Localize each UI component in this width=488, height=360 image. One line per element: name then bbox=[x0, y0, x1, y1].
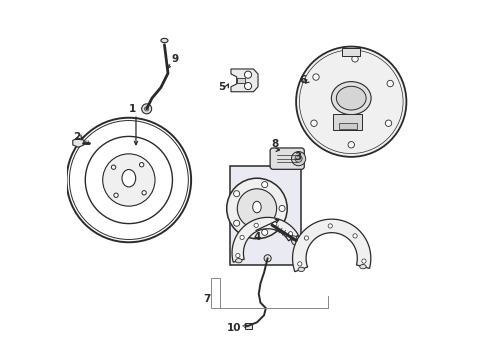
Text: 3: 3 bbox=[294, 152, 301, 162]
Circle shape bbox=[102, 154, 155, 206]
Text: 5: 5 bbox=[217, 82, 224, 93]
Circle shape bbox=[237, 189, 276, 228]
Circle shape bbox=[351, 56, 358, 62]
Ellipse shape bbox=[252, 201, 261, 213]
Circle shape bbox=[288, 231, 292, 236]
Circle shape bbox=[352, 234, 356, 238]
Circle shape bbox=[244, 82, 251, 90]
Text: 6: 6 bbox=[299, 75, 306, 85]
Polygon shape bbox=[232, 217, 298, 262]
Text: 1: 1 bbox=[128, 104, 136, 114]
Bar bbox=[210, 278, 219, 308]
Circle shape bbox=[142, 191, 146, 195]
Bar bbox=[342, 48, 359, 57]
Circle shape bbox=[297, 262, 301, 266]
Polygon shape bbox=[73, 138, 84, 147]
Text: 8: 8 bbox=[270, 139, 278, 149]
Circle shape bbox=[144, 107, 148, 111]
Circle shape bbox=[261, 229, 267, 235]
Circle shape bbox=[264, 255, 271, 262]
Polygon shape bbox=[230, 69, 258, 92]
FancyBboxPatch shape bbox=[230, 166, 301, 265]
Circle shape bbox=[233, 220, 239, 226]
Ellipse shape bbox=[122, 170, 136, 187]
Circle shape bbox=[233, 191, 239, 197]
Bar bbox=[237, 77, 244, 83]
Circle shape bbox=[226, 178, 286, 239]
Ellipse shape bbox=[161, 39, 168, 42]
Circle shape bbox=[327, 224, 332, 228]
Circle shape bbox=[114, 193, 118, 197]
Circle shape bbox=[235, 253, 240, 258]
Circle shape bbox=[385, 120, 391, 126]
Bar bbox=[338, 123, 356, 130]
Circle shape bbox=[291, 152, 305, 166]
Circle shape bbox=[254, 223, 258, 228]
Circle shape bbox=[347, 141, 354, 148]
Bar bbox=[333, 114, 361, 130]
Text: 9: 9 bbox=[171, 54, 178, 64]
Circle shape bbox=[291, 236, 300, 245]
Ellipse shape bbox=[359, 265, 366, 269]
Circle shape bbox=[312, 74, 319, 80]
Ellipse shape bbox=[299, 50, 402, 154]
Ellipse shape bbox=[298, 267, 304, 271]
Circle shape bbox=[361, 259, 366, 263]
Circle shape bbox=[139, 163, 143, 167]
Circle shape bbox=[279, 206, 285, 211]
Circle shape bbox=[240, 235, 244, 239]
Circle shape bbox=[386, 80, 393, 87]
Text: 4: 4 bbox=[253, 232, 260, 242]
Circle shape bbox=[272, 222, 276, 226]
Text: 10: 10 bbox=[226, 323, 241, 333]
Circle shape bbox=[304, 236, 308, 240]
Ellipse shape bbox=[336, 86, 366, 110]
Text: 2: 2 bbox=[73, 132, 80, 142]
Polygon shape bbox=[292, 219, 370, 272]
Text: 7: 7 bbox=[203, 294, 210, 304]
Bar bbox=[244, 323, 251, 329]
Circle shape bbox=[244, 71, 251, 78]
Ellipse shape bbox=[331, 82, 370, 115]
Ellipse shape bbox=[290, 236, 296, 240]
Circle shape bbox=[294, 155, 302, 162]
Circle shape bbox=[142, 104, 151, 114]
Circle shape bbox=[310, 120, 317, 126]
Ellipse shape bbox=[235, 258, 242, 263]
FancyBboxPatch shape bbox=[269, 148, 304, 169]
Circle shape bbox=[111, 165, 116, 169]
Ellipse shape bbox=[296, 46, 406, 157]
Circle shape bbox=[261, 181, 267, 188]
